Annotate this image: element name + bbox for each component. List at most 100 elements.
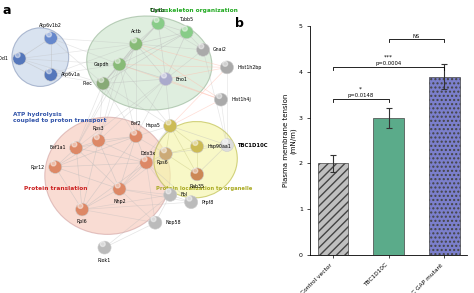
Bar <box>318 163 348 255</box>
Text: a: a <box>2 4 11 17</box>
Text: Actb: Actb <box>130 29 141 34</box>
Circle shape <box>154 18 159 22</box>
Text: TBC1D10C: TBC1D10C <box>237 142 268 148</box>
Text: Hist1h2bp: Hist1h2bp <box>237 65 262 70</box>
Text: Prpf8: Prpf8 <box>201 200 214 205</box>
Circle shape <box>132 130 137 135</box>
Text: Hist1h4j: Hist1h4j <box>231 97 251 102</box>
Text: Riok1: Riok1 <box>98 258 111 263</box>
Text: Hsp90aa1: Hsp90aa1 <box>207 144 231 149</box>
Circle shape <box>46 32 52 37</box>
Circle shape <box>151 217 156 222</box>
Bar <box>374 118 404 255</box>
Text: Gnai2: Gnai2 <box>213 47 227 52</box>
Text: Atp6v0d1: Atp6v0d1 <box>0 56 9 61</box>
Text: Tubb5: Tubb5 <box>180 17 194 22</box>
Circle shape <box>129 38 143 50</box>
Ellipse shape <box>45 117 170 234</box>
Text: Fbl: Fbl <box>181 192 188 197</box>
Circle shape <box>142 157 147 161</box>
Circle shape <box>70 142 83 154</box>
Text: Ddx3x: Ddx3x <box>140 151 155 156</box>
Circle shape <box>115 183 120 188</box>
Circle shape <box>159 73 173 86</box>
Circle shape <box>149 216 162 229</box>
Circle shape <box>132 38 137 43</box>
Circle shape <box>162 73 166 78</box>
Ellipse shape <box>87 16 212 110</box>
Circle shape <box>182 26 187 31</box>
Circle shape <box>199 44 204 49</box>
Text: Rpl6: Rpl6 <box>77 219 87 224</box>
Text: Nop58: Nop58 <box>165 220 181 225</box>
Text: Gapdh: Gapdh <box>94 62 109 67</box>
Circle shape <box>96 77 109 90</box>
Y-axis label: Plasma membrane tension
(mN/m): Plasma membrane tension (mN/m) <box>283 94 296 187</box>
Text: Rps6: Rps6 <box>156 160 168 165</box>
Text: NS: NS <box>413 34 420 39</box>
Circle shape <box>51 161 56 166</box>
Text: Protein localization to organelle: Protein localization to organelle <box>156 186 253 192</box>
Circle shape <box>191 140 204 153</box>
Circle shape <box>180 26 193 39</box>
Circle shape <box>94 135 99 139</box>
Text: p=0.0148: p=0.0148 <box>347 93 374 98</box>
Circle shape <box>223 62 228 66</box>
Circle shape <box>162 148 166 153</box>
Text: Protein translation: Protein translation <box>25 186 88 192</box>
Circle shape <box>78 204 83 208</box>
Circle shape <box>100 242 105 246</box>
Text: p=0.0004: p=0.0004 <box>375 61 402 66</box>
Circle shape <box>164 188 177 201</box>
Text: Tuba1c: Tuba1c <box>150 8 166 13</box>
Circle shape <box>92 134 105 147</box>
Circle shape <box>197 43 210 56</box>
Circle shape <box>115 59 120 63</box>
Text: Rab35: Rab35 <box>190 184 205 189</box>
Circle shape <box>140 156 153 169</box>
Circle shape <box>44 68 57 81</box>
Text: b: b <box>236 17 244 30</box>
Circle shape <box>217 94 222 98</box>
Circle shape <box>193 168 198 173</box>
Circle shape <box>13 52 26 65</box>
Text: ATP hydrolysis
coupled to proton transport: ATP hydrolysis coupled to proton transpo… <box>12 112 106 122</box>
Text: Eef2: Eef2 <box>130 121 141 126</box>
Ellipse shape <box>154 122 237 198</box>
Circle shape <box>159 147 173 160</box>
Circle shape <box>15 53 20 57</box>
Text: Rps3: Rps3 <box>93 126 104 131</box>
Circle shape <box>214 93 228 106</box>
Circle shape <box>220 61 234 74</box>
Circle shape <box>152 17 165 30</box>
Circle shape <box>49 161 62 173</box>
Text: Nhp2: Nhp2 <box>113 199 126 204</box>
Text: Eno1: Eno1 <box>176 76 188 82</box>
Circle shape <box>129 130 143 143</box>
Circle shape <box>191 168 204 181</box>
Text: Cytoskeleton organization: Cytoskeleton organization <box>150 8 238 13</box>
Text: Rpr12: Rpr12 <box>31 164 45 170</box>
Circle shape <box>166 120 171 125</box>
Circle shape <box>193 141 198 145</box>
Text: ***: *** <box>384 55 393 60</box>
Circle shape <box>220 139 234 151</box>
Circle shape <box>223 139 228 144</box>
Circle shape <box>75 203 89 216</box>
Ellipse shape <box>12 28 69 86</box>
Circle shape <box>184 196 198 209</box>
Circle shape <box>99 78 104 82</box>
Text: *: * <box>359 87 362 92</box>
Circle shape <box>98 241 111 254</box>
Text: Plec: Plec <box>83 81 93 86</box>
Circle shape <box>164 120 177 132</box>
Circle shape <box>166 189 171 194</box>
Circle shape <box>44 32 57 45</box>
Circle shape <box>113 58 126 71</box>
Text: Eef1a1: Eef1a1 <box>49 145 66 151</box>
Text: Atp6v1b2: Atp6v1b2 <box>39 23 62 28</box>
Circle shape <box>46 69 52 74</box>
Circle shape <box>113 183 126 195</box>
Text: Atp6v1a: Atp6v1a <box>61 72 81 77</box>
Text: Hspa5: Hspa5 <box>145 123 160 129</box>
